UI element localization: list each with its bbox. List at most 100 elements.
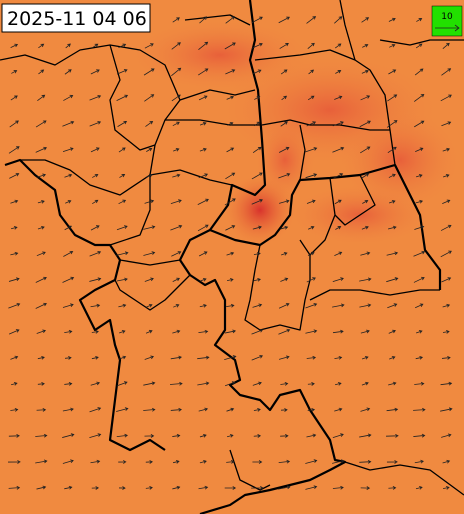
- wind-arrow: [361, 381, 369, 386]
- border: [109, 175, 181, 266]
- wind-arrow: [198, 173, 209, 179]
- wind-arrow: [199, 459, 207, 464]
- wind-arrow: [251, 16, 263, 24]
- wind-arrow: [92, 173, 99, 178]
- wind-arrow: [170, 199, 182, 204]
- wind-arrow: [281, 95, 288, 101]
- wind-arrow: [252, 146, 262, 153]
- wind-arrow: [442, 147, 451, 152]
- wind-arrow: [144, 199, 155, 204]
- wind-arrow: [10, 226, 18, 230]
- wind-arrow: [332, 146, 345, 153]
- wind-arrow: [119, 173, 126, 178]
- wind-arrow: [65, 43, 71, 49]
- wind-arrow: [36, 329, 47, 334]
- wind-arrow: [37, 94, 46, 102]
- wind-arrow: [252, 460, 263, 464]
- wind-arrow: [413, 433, 426, 438]
- wind-arrow: [415, 199, 424, 204]
- wind-arrow: [144, 43, 154, 49]
- wind-arrow: [172, 173, 181, 178]
- wind-arrow: [415, 43, 423, 49]
- wind-arrow: [441, 68, 452, 76]
- wind-arrow: [359, 459, 372, 464]
- wind-arrow: [359, 303, 372, 308]
- wind-arrow: [170, 355, 182, 360]
- wind-arrow: [306, 433, 317, 438]
- wind-arrow: [278, 459, 291, 464]
- wind-arrow: [415, 173, 423, 178]
- wind-arrow: [387, 146, 397, 154]
- wind-arrow: [116, 407, 129, 412]
- wind-arrow: [386, 460, 398, 464]
- wind-arrow: [91, 330, 99, 334]
- wind-arrow: [413, 407, 426, 412]
- wind-arrow: [440, 407, 453, 412]
- wind-arrow: [62, 120, 75, 127]
- wind-arrow: [388, 329, 396, 334]
- wind-arrow: [252, 225, 262, 230]
- wind-arrow: [226, 95, 235, 100]
- wind-arrow: [334, 382, 342, 386]
- wind-arrow: [251, 486, 264, 490]
- wind-arrow: [442, 330, 450, 334]
- wind-arrow: [90, 69, 100, 75]
- wind-arrow: [199, 121, 207, 126]
- wind-arrow: [10, 95, 18, 101]
- wind-arrow: [172, 485, 181, 490]
- wind-arrow: [280, 408, 288, 412]
- wind-arrow: [386, 277, 399, 283]
- wind-arrow: [65, 200, 72, 204]
- wind-arrow: [8, 485, 21, 490]
- wind-arrow: [335, 70, 342, 74]
- wind-arrow: [89, 433, 102, 439]
- wind-arrow: [334, 43, 342, 49]
- wind-arrow: [253, 251, 261, 256]
- wind-arrow: [226, 251, 235, 256]
- wind-arrow: [224, 381, 236, 387]
- wind-arrow: [334, 95, 343, 100]
- wind-arrow: [10, 251, 19, 256]
- wind-arrow: [360, 95, 371, 101]
- wind-arrow: [118, 147, 126, 153]
- wind-arrow: [278, 172, 291, 179]
- wind-arrow: [280, 381, 289, 386]
- border: [165, 119, 260, 126]
- border: [309, 289, 440, 301]
- wind-arrow: [172, 433, 181, 438]
- wind-arrow: [440, 381, 453, 386]
- wind-arrow: [388, 173, 396, 178]
- wind-arrow: [441, 355, 451, 360]
- wind-arrow: [63, 250, 74, 257]
- wind-arrow: [360, 251, 371, 256]
- wind-arrow: [413, 250, 426, 257]
- border: [114, 274, 191, 311]
- wind-arrow: [305, 173, 318, 179]
- wind-arrow: [252, 303, 263, 308]
- wind-arrow: [171, 251, 182, 257]
- wind-arrow: [116, 94, 129, 102]
- wind-arrow: [172, 17, 180, 23]
- wind-arrow: [144, 94, 155, 102]
- wind-arrow: [11, 70, 18, 74]
- wind-arrow: [171, 42, 181, 50]
- wind-arrow: [442, 459, 451, 464]
- wind-arrow: [225, 172, 236, 180]
- wind-arrow: [305, 459, 318, 464]
- wind-arrow: [306, 121, 317, 127]
- border: [339, 0, 464, 61]
- wind-arrow: [224, 198, 236, 206]
- wind-arrow: [227, 122, 234, 126]
- wind-arrow: [253, 277, 261, 282]
- wind-arrow: [388, 381, 397, 386]
- wind-arrow: [35, 433, 48, 438]
- wind-arrow: [254, 95, 261, 100]
- wind-arrow: [62, 433, 75, 438]
- wind-arrow: [9, 172, 20, 179]
- wind-arrow: [335, 226, 342, 230]
- wind-arrow: [89, 94, 102, 101]
- wind-arrow: [226, 147, 235, 153]
- wind-arrow: [37, 199, 45, 204]
